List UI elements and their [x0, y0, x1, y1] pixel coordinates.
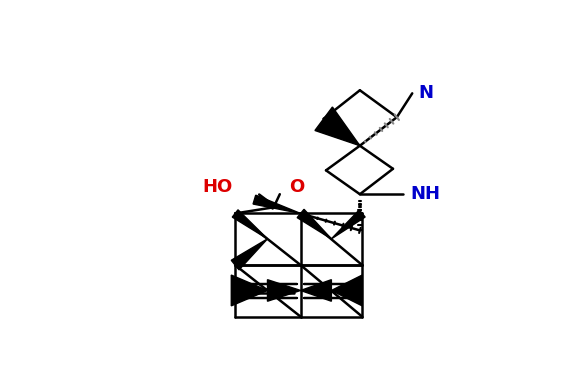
- Polygon shape: [232, 275, 267, 306]
- Polygon shape: [331, 210, 365, 239]
- Polygon shape: [297, 209, 331, 239]
- Text: O: O: [289, 177, 304, 196]
- Text: NH: NH: [410, 185, 440, 203]
- Text: N: N: [418, 84, 433, 102]
- Polygon shape: [232, 239, 267, 270]
- Polygon shape: [331, 275, 362, 306]
- Text: HO: HO: [203, 177, 233, 196]
- Polygon shape: [267, 280, 301, 301]
- Polygon shape: [232, 210, 267, 239]
- Polygon shape: [301, 280, 331, 301]
- Polygon shape: [315, 107, 360, 146]
- Polygon shape: [253, 195, 301, 214]
